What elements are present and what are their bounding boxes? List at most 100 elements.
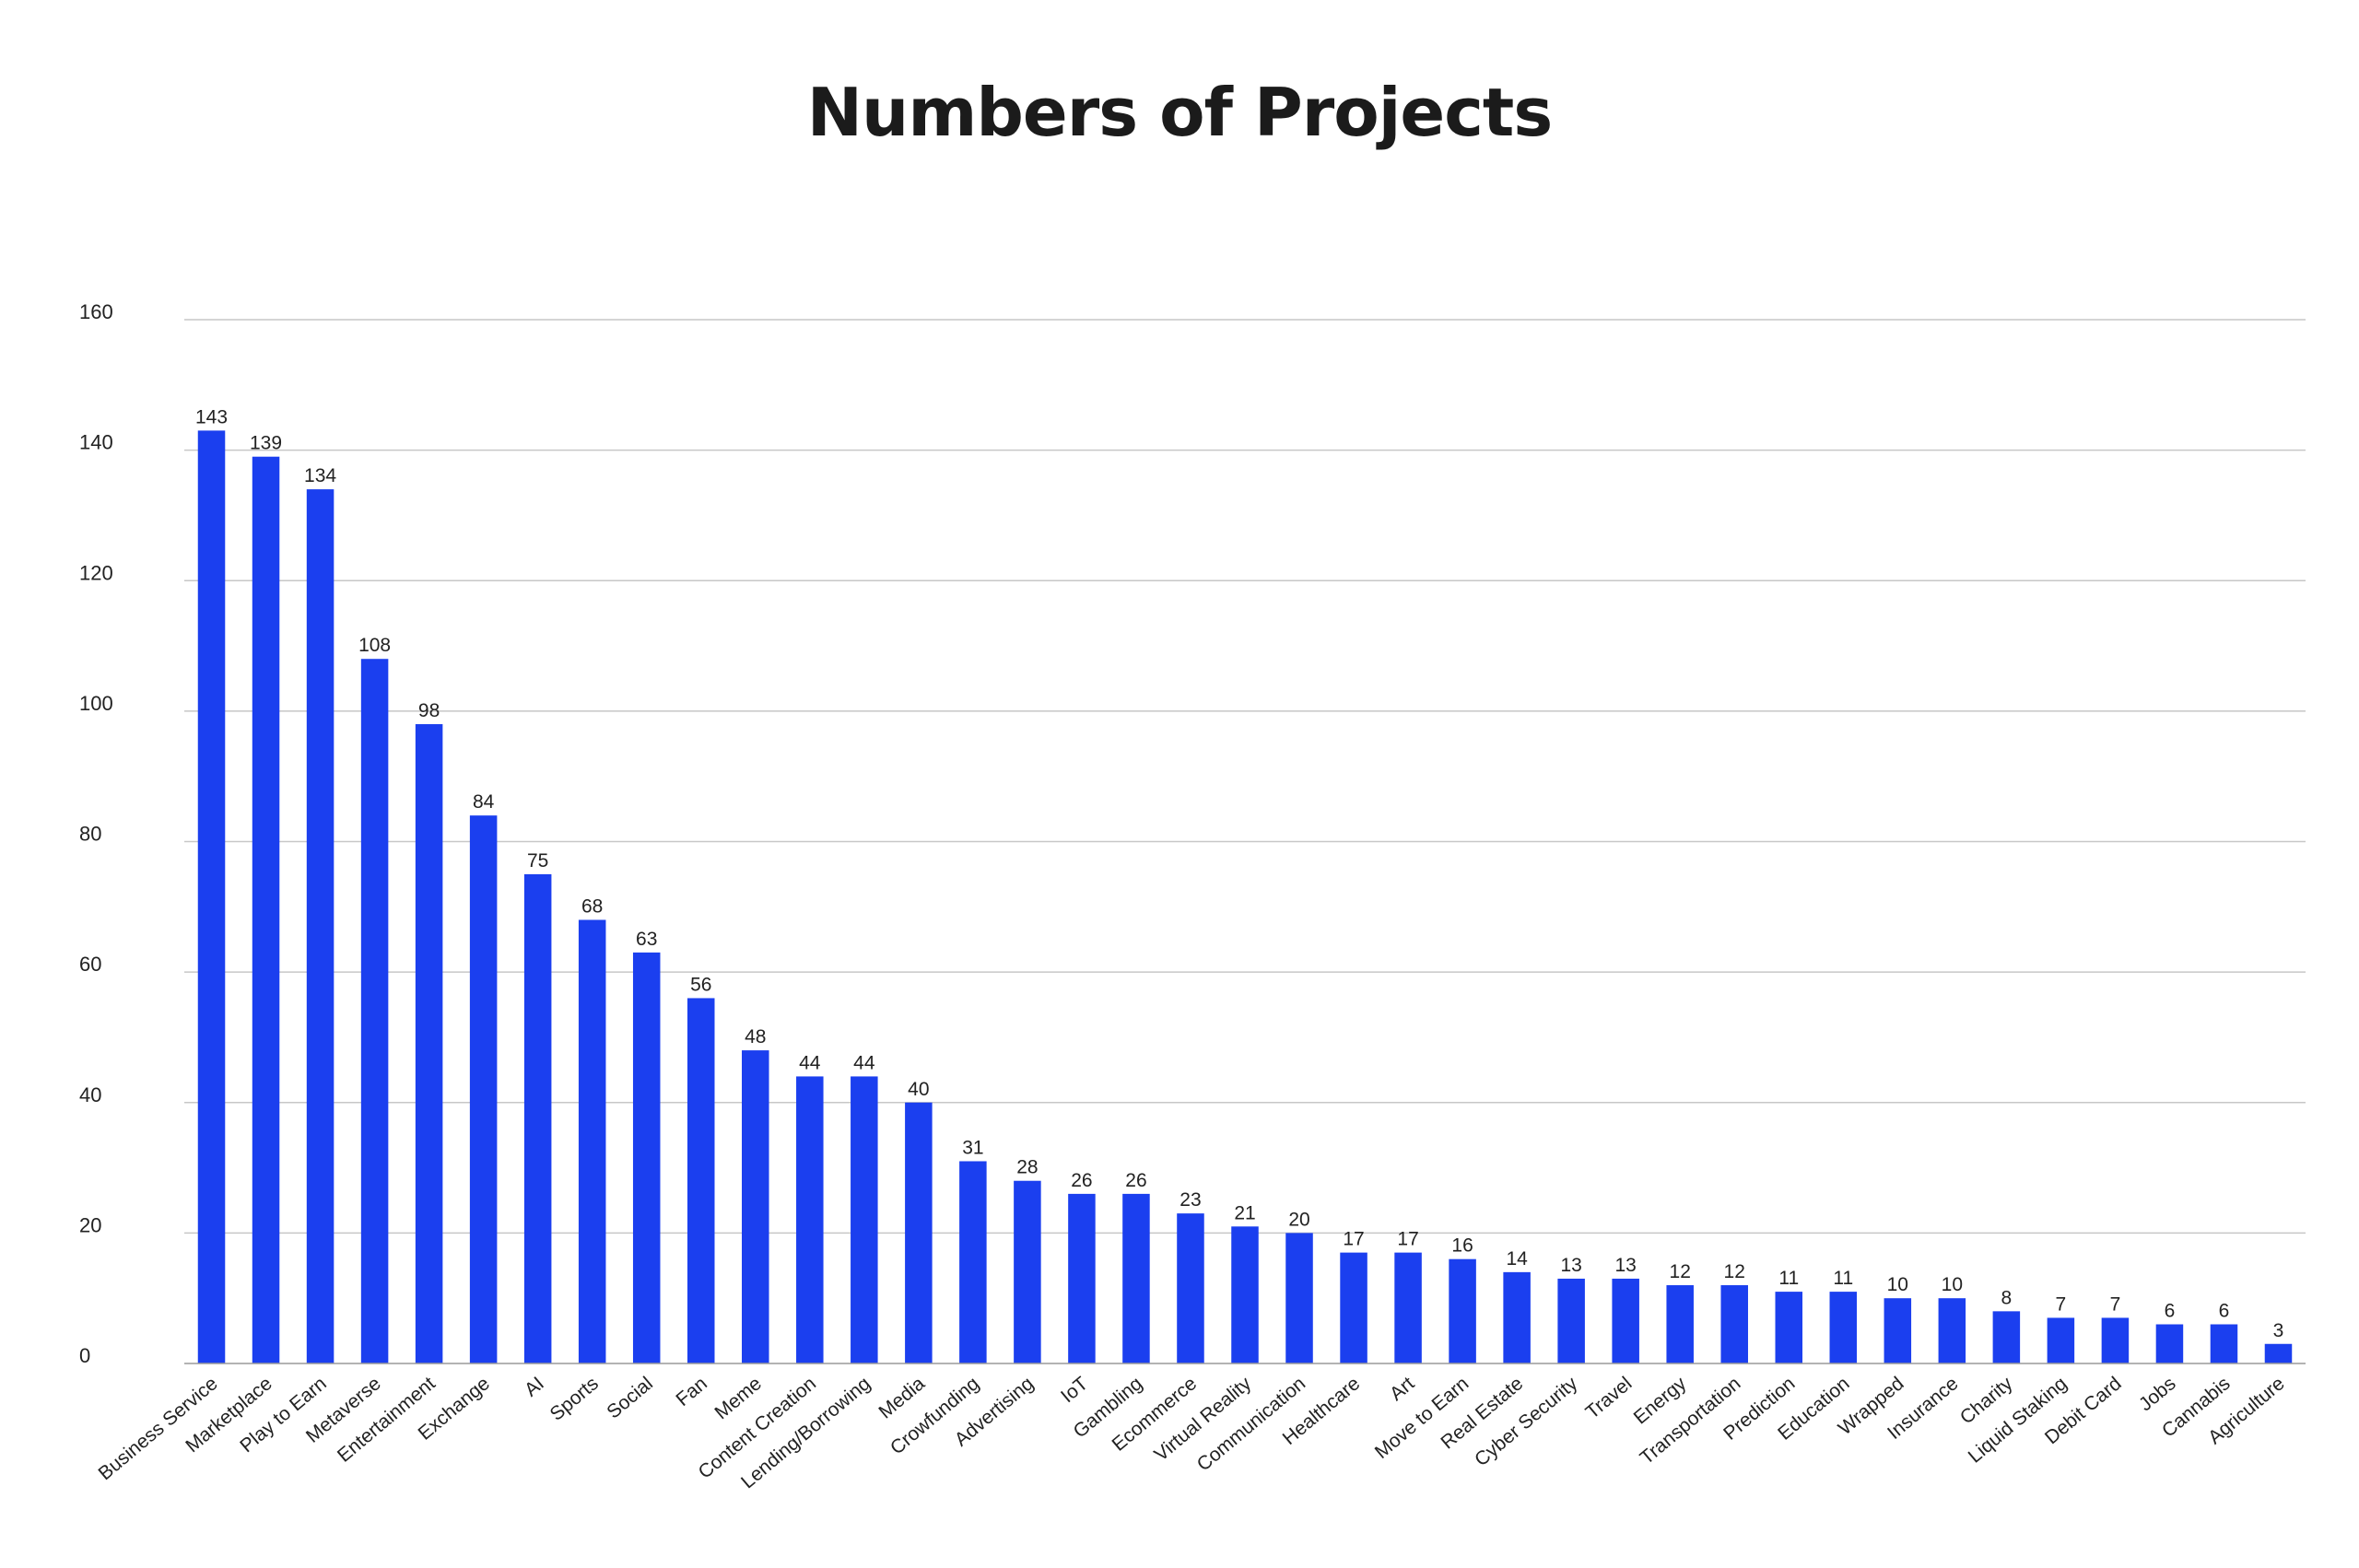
bar: [1938, 1298, 1966, 1363]
bar: [523, 873, 552, 1363]
data-label: 6: [2165, 1301, 2176, 1322]
y-tick-label: 140: [79, 431, 113, 454]
bar: [1720, 1285, 1748, 1363]
bar: [197, 430, 226, 1364]
bar: [2155, 1324, 2184, 1363]
bar: [905, 1102, 933, 1363]
bar: [1884, 1298, 1912, 1363]
data-label: 13: [1614, 1255, 1636, 1276]
y-tick-label: 60: [79, 953, 101, 976]
bar: [742, 1050, 769, 1363]
bar: [1503, 1271, 1531, 1363]
bar: [415, 724, 443, 1363]
category-label: Social: [603, 1373, 657, 1422]
category-label: Sports: [546, 1373, 603, 1425]
bar: [1285, 1233, 1313, 1363]
bar: [2047, 1317, 2075, 1363]
y-tick-label: 80: [79, 823, 101, 846]
data-label: 6: [2219, 1301, 2230, 1322]
data-label: 17: [1343, 1229, 1364, 1250]
data-label: 11: [1778, 1268, 1799, 1289]
y-tick-label: 120: [79, 561, 113, 584]
data-label: 20: [1288, 1209, 1309, 1230]
bar: [2101, 1317, 2130, 1363]
category-label: Art: [1386, 1373, 1418, 1405]
category-label: Fan: [672, 1373, 711, 1410]
data-label: 68: [581, 895, 603, 917]
bar: [959, 1161, 987, 1363]
data-label: 26: [1071, 1170, 1092, 1191]
bar: [1775, 1292, 1803, 1363]
data-label: 16: [1451, 1235, 1473, 1257]
data-label: 3: [2273, 1320, 2284, 1341]
bar: [360, 659, 389, 1363]
data-label: 12: [1670, 1261, 1691, 1282]
y-tick-label: 20: [79, 1213, 101, 1236]
bars: [197, 430, 2293, 1364]
data-label: 108: [358, 635, 391, 656]
bar: [1557, 1278, 1585, 1363]
data-label: 8: [2001, 1287, 2013, 1308]
bar: [1449, 1258, 1476, 1363]
category-label: AI: [521, 1373, 548, 1400]
bar: [2210, 1324, 2238, 1363]
data-label: 143: [195, 406, 228, 427]
data-label: 28: [1016, 1157, 1038, 1178]
data-label: 56: [690, 974, 711, 995]
data-label: 44: [853, 1052, 875, 1073]
category-label: Jobs: [2135, 1373, 2180, 1415]
bar: [1612, 1278, 1639, 1363]
data-label: 14: [1506, 1248, 1528, 1270]
bar: [469, 815, 498, 1363]
category-label: Move to Earn: [1371, 1373, 1473, 1463]
data-label: 11: [1833, 1268, 1853, 1289]
bar: [1992, 1311, 2021, 1363]
data-label: 31: [962, 1137, 983, 1158]
y-tick-label: 160: [79, 300, 113, 323]
category-label: Travel: [1582, 1373, 1637, 1423]
data-label: 21: [1234, 1202, 1255, 1223]
bar: [687, 998, 715, 1363]
y-tick-label: 100: [79, 692, 113, 715]
y-axis-ticks: 0 20 40 60 80 100 120 140 160: [79, 300, 113, 1367]
gridlines: [184, 319, 2306, 1235]
bar: [1068, 1193, 1096, 1363]
y-tick-label: 40: [79, 1083, 101, 1106]
data-label: 98: [418, 700, 440, 721]
bar: [306, 489, 334, 1363]
y-tick-label: 0: [79, 1344, 90, 1367]
bar: [252, 456, 280, 1363]
data-label: 84: [473, 791, 495, 813]
bar: [1829, 1292, 1858, 1363]
category-label: IoT: [1057, 1373, 1092, 1407]
bar: [1666, 1285, 1694, 1363]
chart-title: Numbers of Projects: [806, 74, 1553, 151]
data-label: 13: [1560, 1255, 1581, 1276]
data-label: 75: [527, 850, 548, 872]
bar: [1231, 1226, 1259, 1363]
data-label: 44: [799, 1052, 821, 1073]
data-label: 7: [2056, 1293, 2067, 1315]
data-label: 134: [304, 465, 336, 486]
bar: [796, 1076, 824, 1363]
data-label: 40: [908, 1079, 929, 1100]
bar: [1340, 1252, 1367, 1363]
data-label: 7: [2110, 1293, 2121, 1315]
bar: [1394, 1252, 1422, 1363]
data-label: 23: [1180, 1189, 1201, 1211]
data-label: 10: [1942, 1274, 1963, 1295]
data-label: 17: [1397, 1229, 1418, 1250]
data-label: 12: [1724, 1261, 1745, 1282]
data-label: 63: [636, 929, 657, 950]
bar: [2264, 1343, 2293, 1363]
bar: [578, 919, 606, 1363]
data-label: 26: [1125, 1170, 1146, 1191]
bar: [632, 952, 661, 1363]
bar: [1177, 1213, 1204, 1363]
data-label: 139: [250, 433, 282, 454]
data-label: 10: [1887, 1274, 1908, 1295]
